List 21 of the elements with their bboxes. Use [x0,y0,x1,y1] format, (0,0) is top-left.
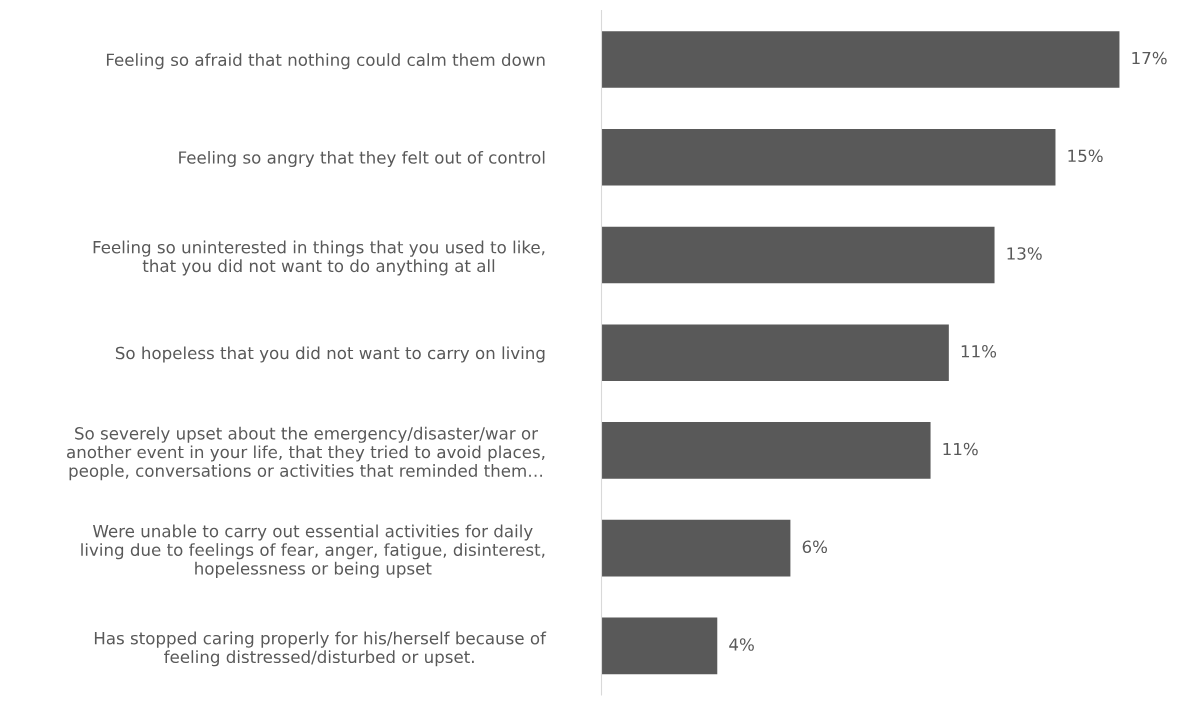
bar [601,617,718,675]
data-label: 6% [802,540,828,554]
bar [601,31,1120,88]
data-label: 13% [1007,247,1042,260]
data-label: 17% [1132,51,1167,65]
bar [601,422,931,479]
bar [601,226,995,284]
data-label: 11% [961,344,997,358]
y-tick-label: So hopeless that you did not want to carry on living [115,346,545,363]
bar [601,128,1056,186]
bar [601,324,949,382]
y-tick-label: Feeling so afraid that nothing could calm them down [106,53,545,70]
data-label: 15% [1068,149,1103,163]
y-tick-label: Has stopped caring properly for his/herself because of feeling distressed/disturbed or upset. [94,631,547,667]
y-tick-label: Were unable to carry out essential activities for daily living due to feelings of fear, anger, fatigue, disinterest, hopelessness or being upset [81,524,545,578]
bar [601,519,791,577]
y-tick-label: Feeling so uninterested in things that you used to like, that you did not want to do anything at all [93,240,545,276]
data-label: 4% [729,638,754,651]
y-tick-label: So severely upset about the emergency/disaster/war or another event in your life, that they tried to avoid places, people, conversations or activities that reminded them… [67,426,545,481]
y-tick-label: Feeling so angry that they felt out of control [179,150,545,168]
data-label: 11% [943,442,978,456]
